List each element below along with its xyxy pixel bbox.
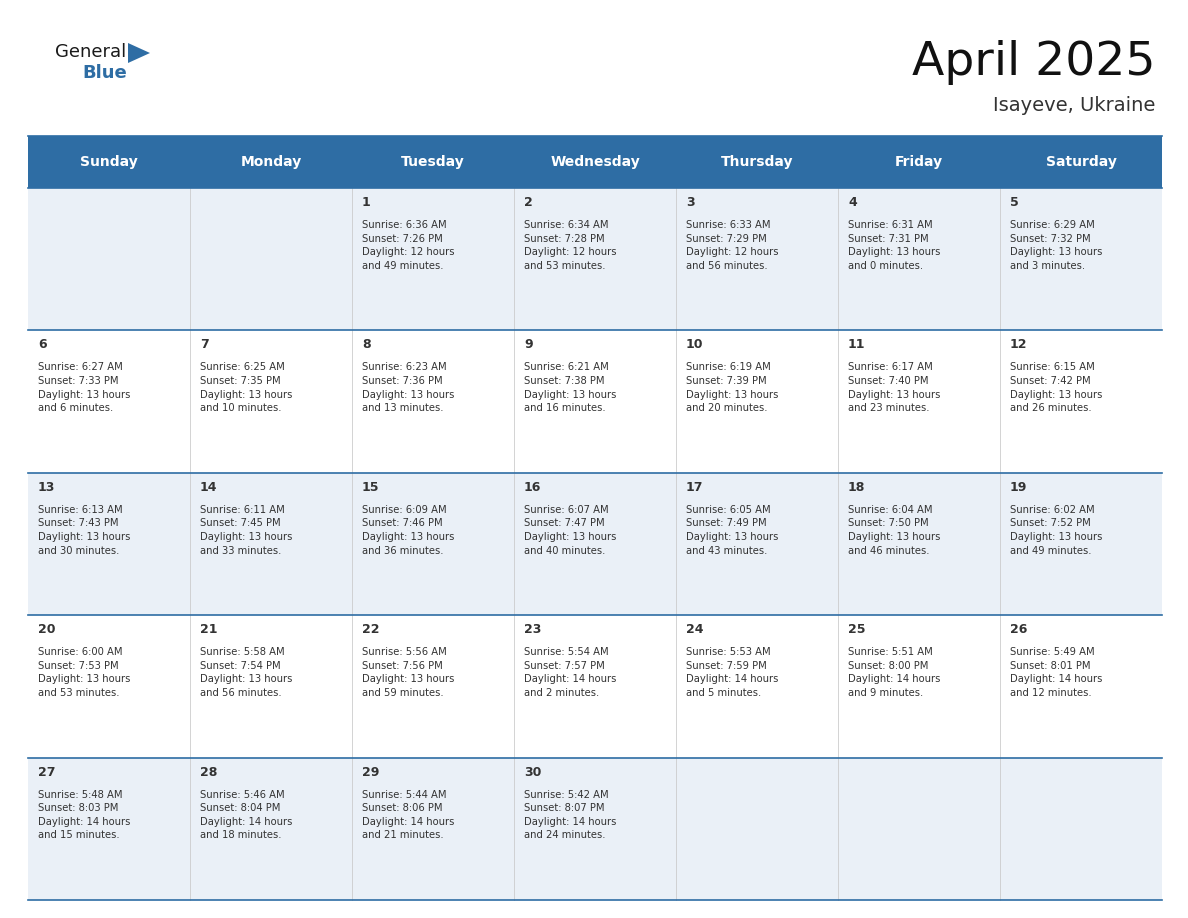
Text: Sunrise: 6:27 AM
Sunset: 7:33 PM
Daylight: 13 hours
and 6 minutes.: Sunrise: 6:27 AM Sunset: 7:33 PM Dayligh… [38, 363, 131, 413]
Text: Monday: Monday [240, 155, 302, 169]
Text: April 2025: April 2025 [911, 40, 1155, 85]
Text: 6: 6 [38, 339, 46, 352]
Text: Sunrise: 6:11 AM
Sunset: 7:45 PM
Daylight: 13 hours
and 33 minutes.: Sunrise: 6:11 AM Sunset: 7:45 PM Dayligh… [200, 505, 292, 555]
Text: 26: 26 [1010, 623, 1028, 636]
Text: Sunrise: 6:15 AM
Sunset: 7:42 PM
Daylight: 13 hours
and 26 minutes.: Sunrise: 6:15 AM Sunset: 7:42 PM Dayligh… [1010, 363, 1102, 413]
Text: 15: 15 [362, 481, 379, 494]
Polygon shape [128, 43, 150, 63]
Text: 16: 16 [524, 481, 542, 494]
Text: 28: 28 [200, 766, 217, 778]
Text: Sunrise: 6:34 AM
Sunset: 7:28 PM
Daylight: 12 hours
and 53 minutes.: Sunrise: 6:34 AM Sunset: 7:28 PM Dayligh… [524, 220, 617, 271]
Text: Sunrise: 5:56 AM
Sunset: 7:56 PM
Daylight: 13 hours
and 59 minutes.: Sunrise: 5:56 AM Sunset: 7:56 PM Dayligh… [362, 647, 454, 698]
Text: 23: 23 [524, 623, 542, 636]
Text: 11: 11 [848, 339, 866, 352]
Text: 20: 20 [38, 623, 56, 636]
Bar [29, 615, 1162, 757]
Text: Sunrise: 6:07 AM
Sunset: 7:47 PM
Daylight: 13 hours
and 40 minutes.: Sunrise: 6:07 AM Sunset: 7:47 PM Dayligh… [524, 505, 617, 555]
Text: 2: 2 [524, 196, 532, 209]
Text: Sunrise: 6:00 AM
Sunset: 7:53 PM
Daylight: 13 hours
and 53 minutes.: Sunrise: 6:00 AM Sunset: 7:53 PM Dayligh… [38, 647, 131, 698]
Text: Sunrise: 6:19 AM
Sunset: 7:39 PM
Daylight: 13 hours
and 20 minutes.: Sunrise: 6:19 AM Sunset: 7:39 PM Dayligh… [685, 363, 778, 413]
Text: Sunrise: 6:21 AM
Sunset: 7:38 PM
Daylight: 13 hours
and 16 minutes.: Sunrise: 6:21 AM Sunset: 7:38 PM Dayligh… [524, 363, 617, 413]
Text: Sunrise: 5:49 AM
Sunset: 8:01 PM
Daylight: 14 hours
and 12 minutes.: Sunrise: 5:49 AM Sunset: 8:01 PM Dayligh… [1010, 647, 1102, 698]
Text: Sunrise: 5:51 AM
Sunset: 8:00 PM
Daylight: 14 hours
and 9 minutes.: Sunrise: 5:51 AM Sunset: 8:00 PM Dayligh… [848, 647, 941, 698]
Text: 14: 14 [200, 481, 217, 494]
Text: 7: 7 [200, 339, 209, 352]
Text: 21: 21 [200, 623, 217, 636]
Text: Sunrise: 5:46 AM
Sunset: 8:04 PM
Daylight: 14 hours
and 18 minutes.: Sunrise: 5:46 AM Sunset: 8:04 PM Dayligh… [200, 789, 292, 840]
Text: 25: 25 [848, 623, 866, 636]
Text: Saturday: Saturday [1045, 155, 1117, 169]
Bar [29, 330, 1162, 473]
Text: Sunrise: 6:33 AM
Sunset: 7:29 PM
Daylight: 12 hours
and 56 minutes.: Sunrise: 6:33 AM Sunset: 7:29 PM Dayligh… [685, 220, 778, 271]
Text: Sunrise: 5:44 AM
Sunset: 8:06 PM
Daylight: 14 hours
and 21 minutes.: Sunrise: 5:44 AM Sunset: 8:06 PM Dayligh… [362, 789, 454, 840]
Text: Sunrise: 6:36 AM
Sunset: 7:26 PM
Daylight: 12 hours
and 49 minutes.: Sunrise: 6:36 AM Sunset: 7:26 PM Dayligh… [362, 220, 455, 271]
Text: Sunrise: 6:31 AM
Sunset: 7:31 PM
Daylight: 13 hours
and 0 minutes.: Sunrise: 6:31 AM Sunset: 7:31 PM Dayligh… [848, 220, 941, 271]
Text: 27: 27 [38, 766, 56, 778]
Text: Isayeve, Ukraine: Isayeve, Ukraine [993, 96, 1155, 115]
Text: Sunrise: 6:23 AM
Sunset: 7:36 PM
Daylight: 13 hours
and 13 minutes.: Sunrise: 6:23 AM Sunset: 7:36 PM Dayligh… [362, 363, 454, 413]
Text: Sunrise: 6:05 AM
Sunset: 7:49 PM
Daylight: 13 hours
and 43 minutes.: Sunrise: 6:05 AM Sunset: 7:49 PM Dayligh… [685, 505, 778, 555]
Text: Friday: Friday [895, 155, 943, 169]
Text: Sunrise: 6:02 AM
Sunset: 7:52 PM
Daylight: 13 hours
and 49 minutes.: Sunrise: 6:02 AM Sunset: 7:52 PM Dayligh… [1010, 505, 1102, 555]
Text: Sunrise: 6:17 AM
Sunset: 7:40 PM
Daylight: 13 hours
and 23 minutes.: Sunrise: 6:17 AM Sunset: 7:40 PM Dayligh… [848, 363, 941, 413]
Text: 5: 5 [1010, 196, 1019, 209]
Bar [29, 757, 1162, 900]
Text: 9: 9 [524, 339, 532, 352]
Text: Sunrise: 6:25 AM
Sunset: 7:35 PM
Daylight: 13 hours
and 10 minutes.: Sunrise: 6:25 AM Sunset: 7:35 PM Dayligh… [200, 363, 292, 413]
Text: Wednesday: Wednesday [550, 155, 640, 169]
Text: General: General [55, 43, 126, 61]
Text: Sunrise: 6:13 AM
Sunset: 7:43 PM
Daylight: 13 hours
and 30 minutes.: Sunrise: 6:13 AM Sunset: 7:43 PM Dayligh… [38, 505, 131, 555]
Bar [29, 136, 1162, 188]
Text: 29: 29 [362, 766, 379, 778]
Text: 19: 19 [1010, 481, 1028, 494]
Text: 8: 8 [362, 339, 371, 352]
Text: Sunrise: 5:54 AM
Sunset: 7:57 PM
Daylight: 14 hours
and 2 minutes.: Sunrise: 5:54 AM Sunset: 7:57 PM Dayligh… [524, 647, 617, 698]
Text: Sunrise: 6:04 AM
Sunset: 7:50 PM
Daylight: 13 hours
and 46 minutes.: Sunrise: 6:04 AM Sunset: 7:50 PM Dayligh… [848, 505, 941, 555]
Text: 22: 22 [362, 623, 379, 636]
Text: Sunrise: 5:58 AM
Sunset: 7:54 PM
Daylight: 13 hours
and 56 minutes.: Sunrise: 5:58 AM Sunset: 7:54 PM Dayligh… [200, 647, 292, 698]
Text: 17: 17 [685, 481, 703, 494]
Text: 3: 3 [685, 196, 695, 209]
Text: 24: 24 [685, 623, 703, 636]
Text: 1: 1 [362, 196, 371, 209]
Text: 18: 18 [848, 481, 865, 494]
Text: 30: 30 [524, 766, 542, 778]
Bar [29, 473, 1162, 615]
Text: 4: 4 [848, 196, 857, 209]
Text: Sunday: Sunday [80, 155, 138, 169]
Bar [29, 188, 1162, 330]
Text: Sunrise: 5:48 AM
Sunset: 8:03 PM
Daylight: 14 hours
and 15 minutes.: Sunrise: 5:48 AM Sunset: 8:03 PM Dayligh… [38, 789, 131, 840]
Text: 10: 10 [685, 339, 703, 352]
Text: 13: 13 [38, 481, 56, 494]
Text: Tuesday: Tuesday [402, 155, 465, 169]
Text: Thursday: Thursday [721, 155, 794, 169]
Text: Blue: Blue [82, 64, 127, 82]
Text: Sunrise: 6:29 AM
Sunset: 7:32 PM
Daylight: 13 hours
and 3 minutes.: Sunrise: 6:29 AM Sunset: 7:32 PM Dayligh… [1010, 220, 1102, 271]
Text: Sunrise: 5:42 AM
Sunset: 8:07 PM
Daylight: 14 hours
and 24 minutes.: Sunrise: 5:42 AM Sunset: 8:07 PM Dayligh… [524, 789, 617, 840]
Text: 12: 12 [1010, 339, 1028, 352]
Text: Sunrise: 6:09 AM
Sunset: 7:46 PM
Daylight: 13 hours
and 36 minutes.: Sunrise: 6:09 AM Sunset: 7:46 PM Dayligh… [362, 505, 454, 555]
Text: Sunrise: 5:53 AM
Sunset: 7:59 PM
Daylight: 14 hours
and 5 minutes.: Sunrise: 5:53 AM Sunset: 7:59 PM Dayligh… [685, 647, 778, 698]
